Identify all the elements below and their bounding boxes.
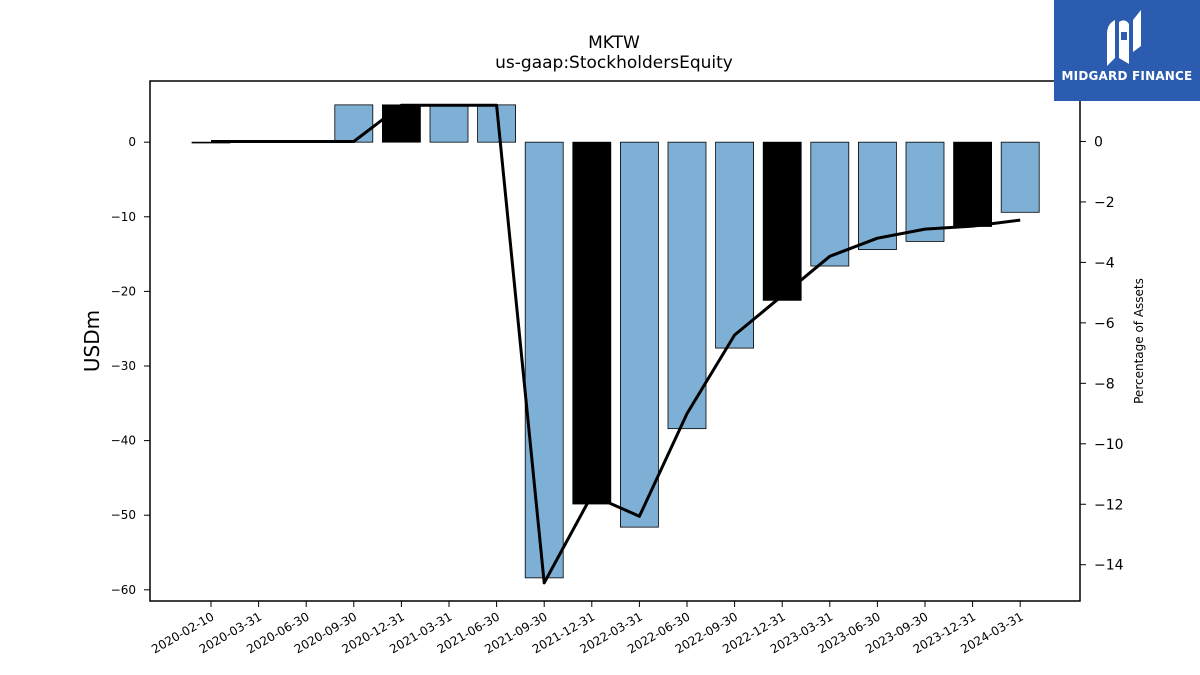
y2-tick-label: −10 — [1094, 437, 1124, 453]
bar-2022-06-30 — [667, 141, 707, 430]
y2-tick-label: 0 — [1094, 134, 1103, 150]
chart-title: MKTW — [588, 33, 640, 53]
brand-logo: MIDGARD FINANCE — [1054, 0, 1200, 101]
y2-tick-label: −2 — [1094, 195, 1115, 211]
y-tick-label: 0 — [128, 135, 136, 149]
y2-axis-label: Percentage of Assets — [1132, 278, 1146, 404]
y2-tick-label: −14 — [1094, 558, 1124, 574]
bar-2024-03-31 — [1000, 141, 1040, 213]
bar-2023-09-30 — [905, 141, 945, 242]
x-axis-ticks: 2020-02-102020-03-312020-06-302020-09-30… — [149, 601, 1026, 656]
logo-text: MIDGARD FINANCE — [1061, 69, 1193, 83]
bar-2023-12-31 — [953, 141, 992, 227]
bar-2021-09-30 — [524, 141, 564, 579]
y-axis-ticks: 0 −10 −20 −30 −40 −50 −60 — [111, 135, 150, 597]
y-tick-label: −50 — [111, 508, 136, 522]
chart-subtitle: us-gaap:StockholdersEquity — [495, 53, 733, 73]
y-tick-label: −20 — [111, 284, 136, 298]
line-path — [211, 103, 1021, 585]
bar-2020-12-31 — [381, 104, 421, 143]
y-tick-label: −40 — [111, 434, 136, 448]
bar-2021-03-31 — [429, 104, 469, 143]
y-tick-label: −30 — [111, 359, 136, 373]
y-tick-label: −60 — [111, 583, 136, 597]
bar-2022-09-30 — [715, 141, 754, 349]
logo-mark-icon — [1107, 10, 1141, 66]
y2-tick-label: −6 — [1094, 316, 1115, 332]
plot-frame — [149, 80, 1081, 602]
bar-2023-06-30 — [858, 141, 897, 251]
y2-tick-label: −8 — [1094, 376, 1115, 392]
line-series — [211, 103, 1021, 585]
bar-2023-03-31 — [810, 141, 850, 267]
bar-2022-03-31 — [620, 141, 659, 528]
bar-series — [191, 104, 1040, 579]
y2-tick-label: −12 — [1094, 497, 1124, 513]
y-tick-label: −10 — [111, 210, 136, 224]
y2-tick-label: −4 — [1094, 255, 1115, 271]
bar-2020-09-30 — [334, 104, 374, 143]
y2-axis-ticks: 0 −2 −4 −6 −8 −10 −12 −14 — [1080, 134, 1124, 574]
bar-2022-12-31 — [762, 141, 802, 301]
bar-2021-12-31 — [572, 141, 612, 505]
y-axis-label: USDm — [80, 310, 104, 372]
